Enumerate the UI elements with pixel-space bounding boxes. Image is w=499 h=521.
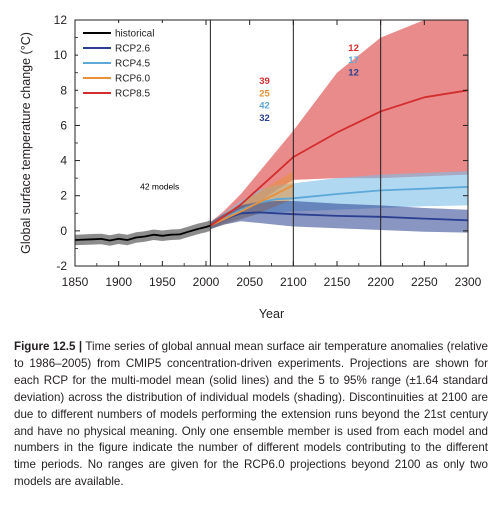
caption-text: Time series of global annual mean surfac… <box>14 340 488 489</box>
model-count-label: 25 <box>259 88 270 99</box>
y-tick-label: 6 <box>60 118 67 132</box>
temperature-chart: 1850 1900 1950 2000 2050 2100 2150 2200 2250 2300… <box>19 13 482 321</box>
legend: historical RCP2.6 RCP4.5 RCP6.0 RCP8.5 <box>78 23 165 101</box>
model-count-label: 17 <box>348 55 359 66</box>
line-historical <box>75 224 211 242</box>
model-count-label: 12 <box>348 67 359 78</box>
y-tick-label: -2 <box>56 259 67 273</box>
y-tick-label: 0 <box>60 224 67 238</box>
figure-caption: Figure 12.5 | Time series of global annu… <box>14 339 488 491</box>
x-tick-label: 1900 <box>105 275 132 289</box>
x-tick-label: 1950 <box>149 275 176 289</box>
y-axis-label: Global surface temperature change (°C) <box>19 32 33 254</box>
band-historical <box>75 220 211 246</box>
period-dividers <box>209 20 382 266</box>
y-tick-label: 4 <box>60 154 67 168</box>
series-lines <box>75 89 468 242</box>
model-count-label: 39 <box>259 76 270 87</box>
y-tick-label: 2 <box>60 189 67 203</box>
model-count-label: 12 <box>348 43 359 54</box>
y-tick-label: 8 <box>60 83 67 97</box>
legend-label: RCP4.5 <box>115 59 150 70</box>
legend-label: RCP2.6 <box>115 44 150 55</box>
x-tick-label: 2200 <box>367 275 394 289</box>
line-rcp60 <box>210 184 294 227</box>
line-rcp45 <box>209 186 468 227</box>
y-tick-label: 10 <box>54 48 68 62</box>
x-tick-label: 2250 <box>411 275 438 289</box>
x-tick-label: 2100 <box>280 275 307 289</box>
model-count-label: 32 <box>259 113 270 124</box>
x-tick-label: 2000 <box>193 275 220 289</box>
x-tick-label: 1850 <box>62 275 89 289</box>
legend-label: RCP6.0 <box>115 74 150 85</box>
models-annotation: 42 models <box>140 182 179 192</box>
chart-svg: 1850 1900 1950 2000 2050 2100 2150 2200 2250 2300… <box>19 13 482 321</box>
line-rcp85 <box>209 89 468 227</box>
x-tick-label: 2150 <box>324 275 351 289</box>
x-axis-label: Year <box>259 307 284 321</box>
x-tick-label: 2300 <box>455 275 482 289</box>
legend-label: historical <box>115 29 154 40</box>
y-tick-label: 12 <box>54 13 68 27</box>
figure-label: Figure 12.5 | <box>14 340 83 353</box>
axis-ticks: 1850 1900 1950 2000 2050 2100 2150 2200 2250 2300… <box>54 13 482 289</box>
model-count-label: 42 <box>259 101 270 112</box>
x-tick-label: 2050 <box>236 275 263 289</box>
legend-label: RCP8.5 <box>115 89 150 100</box>
